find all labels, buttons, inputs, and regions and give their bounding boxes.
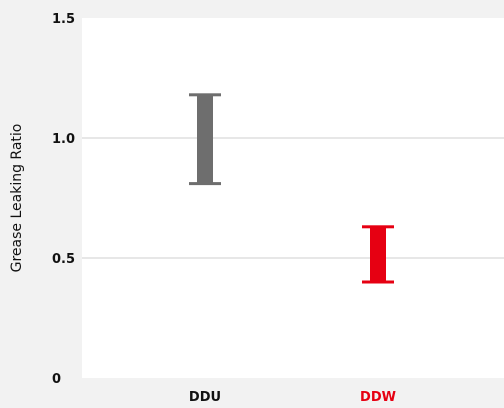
y-axis-title: Grease Leaking Ratio	[9, 124, 25, 273]
range-bar-body	[197, 94, 213, 184]
x-category-label: DDU	[189, 390, 221, 405]
y-tick-label: 0.5	[52, 252, 75, 267]
range-bar-cap-bottom	[362, 280, 394, 284]
y-tick-label: 1.0	[52, 132, 75, 147]
range-bar-cap-bottom	[189, 182, 221, 186]
range-bar-ddu	[189, 93, 221, 186]
gridlines	[82, 137, 504, 259]
plot-area	[82, 18, 504, 378]
range-bar-body	[370, 226, 386, 282]
x-category-label: DDW	[360, 390, 396, 405]
y-tick-label: 0	[52, 372, 61, 387]
range-bar-cap-top	[362, 225, 394, 229]
range-bar-ddw	[362, 225, 394, 284]
y-tick-label: 1.5	[52, 12, 75, 27]
range-bar-cap-top	[189, 93, 221, 97]
y-tick-labels: 0 0.5 1.0 1.5	[52, 12, 75, 387]
x-category-labels: DDU DDW	[189, 390, 396, 405]
range-bars	[189, 93, 394, 284]
